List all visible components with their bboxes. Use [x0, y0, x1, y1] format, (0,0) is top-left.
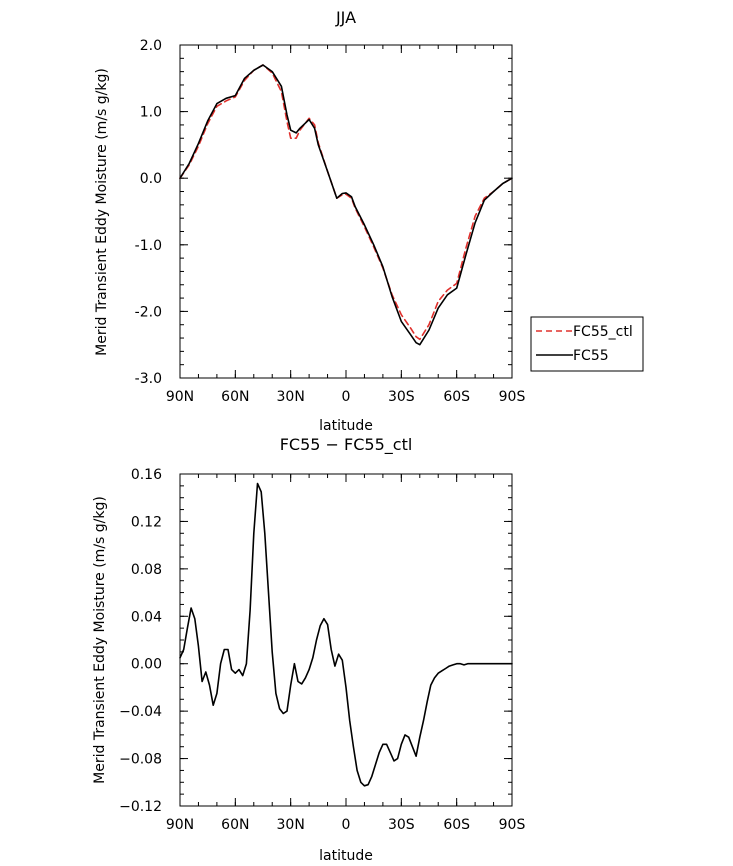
panel-2-y-tick-label: 0.16 — [131, 467, 162, 483]
panel-1: JJA 90N 60N 30N 0 30S 60S 90S 2.0 1.0 0.0 -1.0 -2.0… — [94, 8, 525, 434]
panel-2-title: FC55 − FC55_ctl — [280, 435, 413, 455]
panel-2-y-tick-label: 0.00 — [131, 657, 162, 673]
panel-1-x-tick-label: 30N — [277, 389, 305, 405]
panel-1-y-tick-label: -2.0 — [135, 304, 162, 320]
panel-1-title: JJA — [335, 8, 356, 27]
panel-1-x-tick-label: 30S — [388, 389, 415, 405]
panel-1-x-tick-label: 60N — [221, 389, 249, 405]
legend-box — [530, 316, 644, 372]
panel-2-ticks: 90N 60N 30N 0 30S 60S 90S 0.16 0.12 0.08 0.04 0.00 −… — [119, 467, 525, 833]
panel-1-ticks: 90N 60N 30N 0 30S 60S 90S 2.0 1.0 0.0 -1.0 -2.0 -3.0 — [135, 38, 526, 405]
panel-2-x-tick-label: 30S — [388, 817, 415, 833]
panel-2-series-line-0 — [179, 482, 513, 787]
panel-1-x-axis-label: latitude — [319, 418, 373, 434]
panel-1-series — [179, 64, 513, 346]
panel-2-y-axis-label: Merid Transient Eddy Moisture (m/s g/kg) — [92, 496, 108, 784]
panel-1-x-tick-label: 0 — [342, 389, 351, 405]
panel-1-y-axis-label: Merid Transient Eddy Moisture (m/s g/kg) — [94, 68, 110, 356]
panel-2-y-tick-label: 0.04 — [131, 609, 162, 625]
panel-2-x-tick-label: 0 — [342, 817, 351, 833]
panel-1-series-line-fc55 — [179, 64, 513, 346]
panel-2-x-tick-label: 90N — [166, 817, 194, 833]
panel-2-y-tick-label: 0.12 — [131, 514, 162, 530]
panel-1-x-tick-label: 90N — [166, 389, 194, 405]
panel-1-y-tick-label: 1.0 — [140, 105, 162, 121]
panel-2-plot-frame — [179, 473, 513, 807]
legend-label-fc55-ctl: FC55_ctl — [573, 324, 633, 340]
panel-2-x-tick-label: 60N — [221, 817, 249, 833]
panel-2-y-tick-label: 0.08 — [131, 562, 162, 578]
panel-2-y-tick-label: −0.08 — [119, 752, 162, 768]
legend: FC55_ctl FC55 — [530, 316, 644, 372]
panel-1-y-tick-label: -1.0 — [135, 238, 162, 254]
panel-1-y-tick-label: -3.0 — [135, 371, 162, 387]
panel-2-y-tick-label: −0.12 — [119, 799, 162, 815]
panel-1-x-tick-label: 90S — [499, 389, 526, 405]
panel-2-x-tick-label: 90S — [499, 817, 526, 833]
panel-1-y-tick-label: 2.0 — [140, 38, 162, 54]
panel-2-x-tick-label: 30N — [277, 817, 305, 833]
panel-1-plot-frame — [179, 44, 513, 379]
panel-1-x-tick-label: 60S — [443, 389, 470, 405]
legend-label-fc55: FC55 — [573, 348, 609, 364]
panel-1-series-line-fc55-ctl — [179, 64, 513, 341]
panel-2-series — [179, 482, 513, 787]
panel-2-x-axis-label: latitude — [319, 848, 373, 864]
panel-2-y-tick-label: −0.04 — [119, 704, 162, 720]
panel-2: FC55 − FC55_ctl 90N 60N 30N 0 30S 60S 90S 0.16 0… — [92, 435, 525, 864]
panel-2-x-tick-label: 60S — [443, 817, 470, 833]
panel-1-y-tick-label: 0.0 — [140, 171, 162, 187]
